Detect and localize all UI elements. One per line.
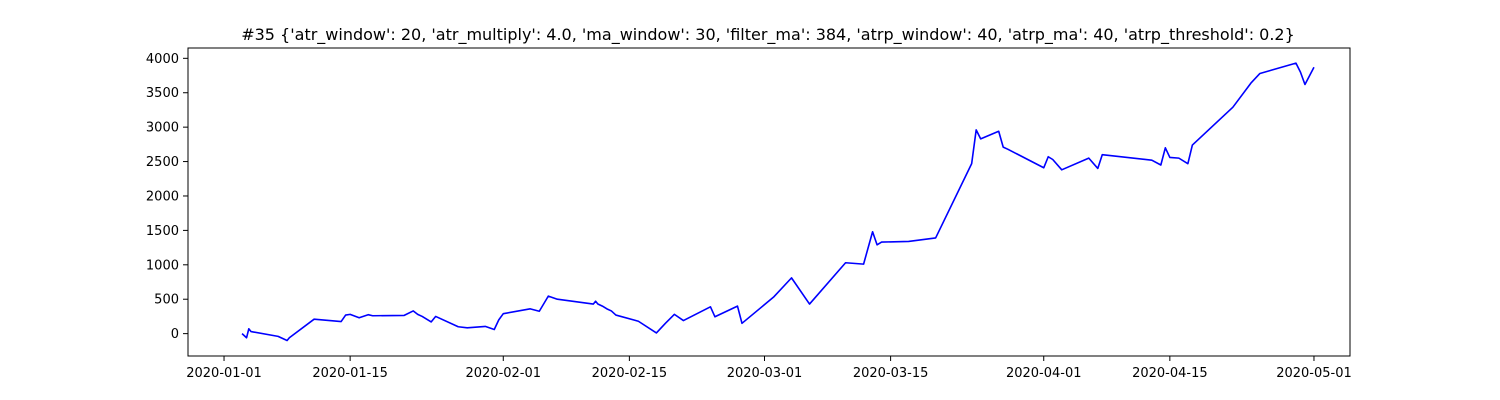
y-tick-label: 0 [171, 327, 179, 342]
x-tick-label: 2020-04-01 [1006, 366, 1082, 381]
x-tick-label: 2020-02-15 [592, 366, 668, 381]
y-tick-label: 2000 [146, 189, 179, 204]
x-tick-label: 2020-01-15 [312, 366, 388, 381]
y-axis: 0 500 1000 1500 2000 2500 3000 3500 4000 [146, 52, 188, 342]
y-tick-label: 1500 [146, 224, 179, 239]
x-tick-label: 2020-05-01 [1276, 366, 1352, 381]
y-tick-label: 3500 [146, 86, 179, 101]
axes-frame [187, 47, 1351, 357]
x-axis: 2020-01-01 2020-01-15 2020-02-01 2020-02-15… [186, 356, 1352, 381]
x-tick-label: 2020-04-15 [1132, 366, 1208, 381]
x-tick-label: 2020-03-01 [727, 366, 803, 381]
series-line [241, 62, 1315, 342]
chart-title: #35 {'atr_window': 20, 'atr_multiply': 4… [241, 25, 1295, 45]
y-tick-label: 1000 [146, 258, 179, 273]
y-tick-label: 4000 [146, 52, 179, 67]
x-tick-label: 2020-03-15 [853, 366, 929, 381]
y-tick-label: 2500 [146, 155, 179, 170]
y-tick-label: 500 [154, 293, 179, 308]
y-tick-label: 3000 [146, 121, 179, 136]
x-tick-label: 2020-02-01 [465, 366, 541, 381]
plot-area [241, 62, 1315, 342]
x-tick-label: 2020-01-01 [186, 366, 262, 381]
